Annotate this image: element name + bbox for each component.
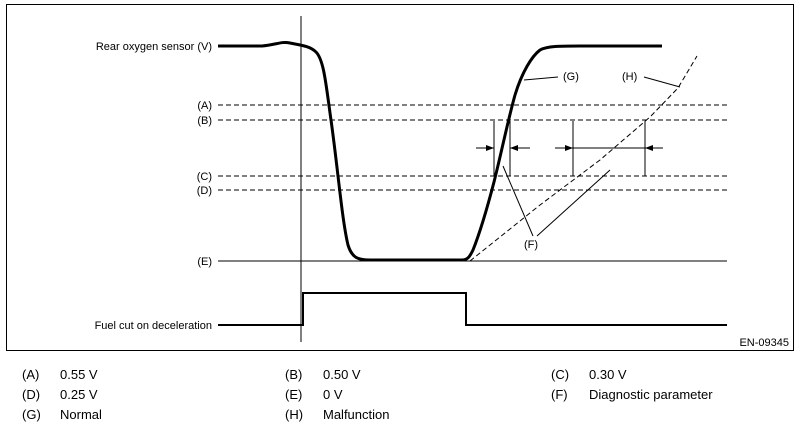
arrowhead-icon [645, 145, 653, 151]
level-label-c: (C) [197, 171, 212, 183]
level-label-d: (D) [197, 185, 212, 197]
curve-label-h: (H) [622, 71, 637, 83]
fuel-cut-label: Fuel cut on deceleration [95, 320, 212, 332]
malfunction-curve [469, 55, 698, 262]
legend-value: 0.25 V [60, 387, 98, 402]
level-label-e: (E) [197, 256, 212, 268]
legend-key: (H) [285, 407, 304, 422]
legend-value: 0.50 V [323, 367, 361, 382]
level-label-a: (A) [197, 100, 212, 112]
legend-value: Normal [60, 407, 102, 422]
legend-value: Malfunction [323, 407, 390, 422]
leader-line-h [643, 76, 681, 88]
leader-line-f-normal [502, 165, 534, 237]
legend-key: (C) [551, 367, 570, 382]
level-label-b: (B) [197, 115, 212, 127]
normal-sensor-curve [218, 40, 662, 262]
legend-value: 0.55 V [60, 367, 98, 382]
legend-value: 0 V [323, 387, 343, 402]
diagram-frame [6, 4, 794, 351]
curve-label-f: (F) [524, 239, 538, 251]
legend-value: 0.30 V [589, 367, 627, 382]
legend-key: (E) [285, 387, 303, 402]
arrowhead-icon [565, 145, 573, 151]
figure-id: EN-09345 [739, 337, 789, 349]
rear-sensor-label: Rear oxygen sensor (V) [96, 41, 212, 53]
legend-key: (A) [22, 367, 40, 382]
arrowhead-icon [486, 145, 494, 151]
legend-key: (F) [551, 387, 568, 402]
arrowhead-icon [510, 145, 518, 151]
leader-line-g [523, 76, 559, 81]
curve-label-g: (G) [563, 71, 579, 83]
legend-key: (B) [285, 367, 303, 382]
legend-key: (G) [22, 407, 41, 422]
fuel-cut-signal [218, 292, 727, 326]
legend-key: (D) [22, 387, 41, 402]
legend-value: Diagnostic parameter [589, 387, 713, 402]
leader-line-f-malfunction [536, 169, 611, 237]
